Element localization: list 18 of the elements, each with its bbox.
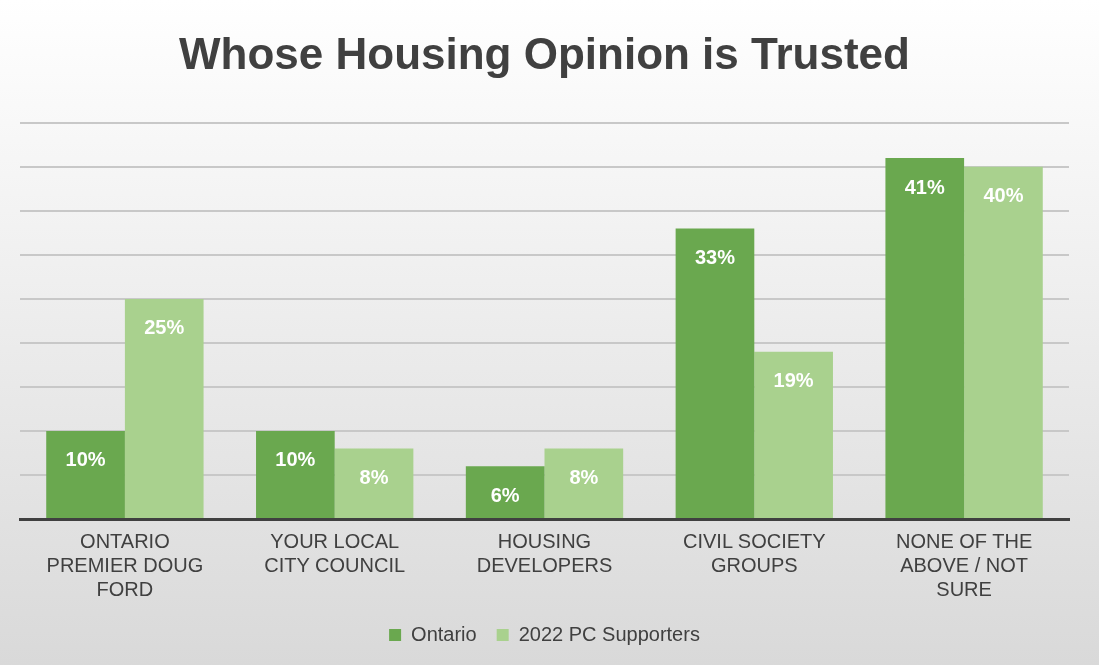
data-label: 10% xyxy=(65,448,106,471)
data-label: 40% xyxy=(983,184,1024,207)
chart-title: Whose Housing Opinion is Trusted xyxy=(179,28,910,78)
x-tick-label: YOUR LOCAL CITY COUNCIL xyxy=(264,529,406,576)
data-label: 10% xyxy=(275,448,316,471)
legend-label: 2022 PC Supporters xyxy=(518,622,700,645)
data-label: 41% xyxy=(904,175,945,198)
x-tick-label: ONTARIO PREMIER DOUG FORD xyxy=(46,529,204,600)
data-label: 8% xyxy=(569,466,599,489)
legend-label: Ontario xyxy=(411,622,477,645)
data-label: 8% xyxy=(359,466,389,489)
data-label: 6% xyxy=(490,483,520,506)
x-tick-label: CIVIL SOCIETY GROUPS xyxy=(682,529,826,576)
data-label: 25% xyxy=(144,316,185,339)
data-label: 19% xyxy=(773,369,814,392)
x-tick-label: NONE OF THE ABOVE / NOT SURE xyxy=(895,529,1033,600)
x-tick-label: HOUSING DEVELOPERS xyxy=(476,529,613,576)
data-label: 33% xyxy=(694,245,736,268)
